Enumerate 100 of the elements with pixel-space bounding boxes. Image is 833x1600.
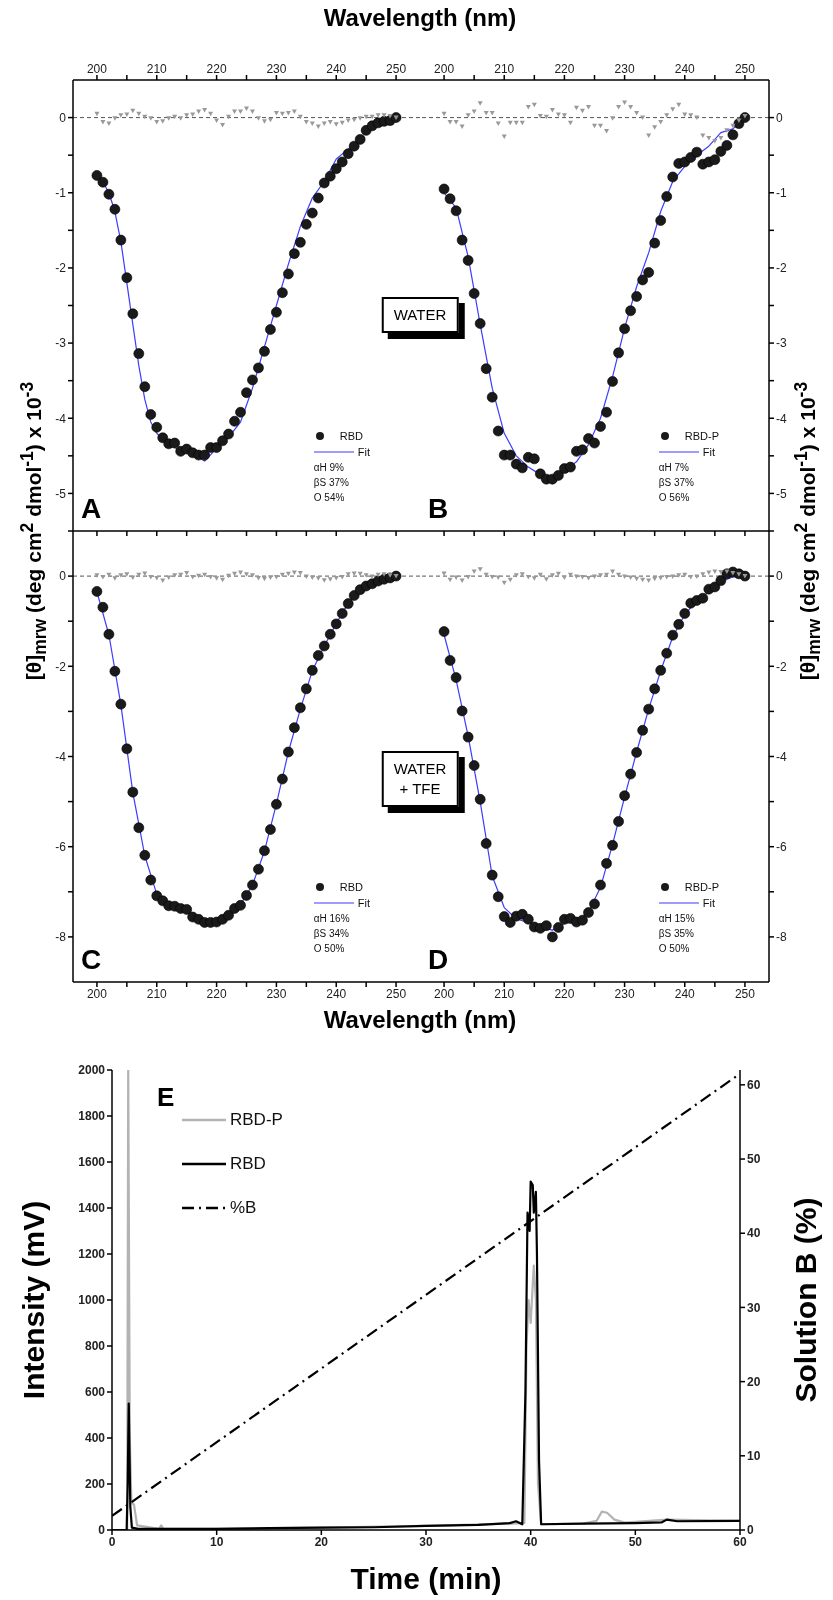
point [351,117,357,123]
point [438,626,450,637]
point [709,581,721,593]
y-tick-label: 0 [776,110,783,125]
point [670,107,676,112]
point [133,822,145,834]
point [184,113,190,118]
point [447,120,453,125]
point [688,575,694,580]
point [321,121,327,127]
point [727,129,739,141]
point [247,374,258,386]
point [565,461,576,473]
point [109,665,121,677]
point [255,116,261,121]
point [501,580,507,586]
point [241,387,252,398]
point [166,116,172,121]
point [249,573,255,578]
point [637,274,648,286]
x-tick-label: 30 [419,1534,433,1549]
point [295,237,306,248]
point [109,203,121,215]
point [351,571,357,576]
x-tick-label: 210 [494,986,515,1001]
point [646,133,652,139]
point [324,628,336,640]
y-tick-label: -5 [776,486,787,501]
point [301,219,312,230]
x-axis-title: Wavelength (nm) [323,1006,517,1034]
point [247,879,258,891]
y2-tick-label: 30 [747,1300,761,1315]
point [178,116,184,121]
point [283,268,294,280]
point [667,629,679,641]
legend-label: RBD [230,1153,266,1175]
x-tick-label: 240 [674,986,696,1001]
point [100,120,106,125]
point [661,647,673,659]
x2-tick-label: 250 [734,62,756,76]
point [516,462,528,474]
point [495,121,501,127]
point [327,577,333,582]
point [235,900,246,911]
point [261,576,267,582]
point [283,746,294,758]
point [232,571,238,577]
point [531,576,537,581]
x-tick-label: 250 [386,986,407,1001]
y2-tick-label: 20 [747,1374,761,1389]
point [577,444,588,456]
x2-tick-label: 220 [206,62,227,76]
point [724,128,730,133]
point [339,120,345,126]
x2-tick-label: 230 [266,62,287,76]
x2-tick-label: 200 [434,62,455,76]
point [199,449,210,461]
point [375,113,381,118]
point [202,108,208,113]
point [345,118,351,124]
point [309,575,315,580]
point [441,111,447,117]
point [709,154,721,165]
point [238,570,244,575]
point [261,119,267,124]
point [465,575,471,580]
point [103,188,115,200]
point [226,114,232,120]
point [631,747,642,758]
point [312,192,324,204]
point [652,125,658,130]
point [661,191,673,202]
point [604,129,610,134]
point [553,470,564,481]
point [664,113,670,118]
x2-tick-label: 210 [146,62,168,76]
legend-label: RBD-P [684,429,719,444]
point [486,869,498,881]
point [573,105,579,111]
y-tick-label: 800 [84,1339,106,1354]
point [697,592,709,604]
point [139,849,151,861]
point [531,102,537,108]
point [118,573,124,578]
point [640,577,646,583]
annotation: βS 34% [313,927,350,941]
x-tick-label: 0 [108,1534,116,1549]
point [330,618,342,630]
y-tick-label: -1 [55,186,67,201]
point [312,650,324,661]
legend-label: Fit [357,445,370,460]
point [553,922,564,933]
point [474,794,486,805]
point [259,845,270,857]
legend-label: Fit [357,896,370,911]
y2-tick-label: 50 [747,1152,761,1167]
x-axis-title: Time (min) [350,1562,502,1596]
annotation: αH 15% [658,912,696,926]
point [148,116,154,121]
point [583,907,594,918]
